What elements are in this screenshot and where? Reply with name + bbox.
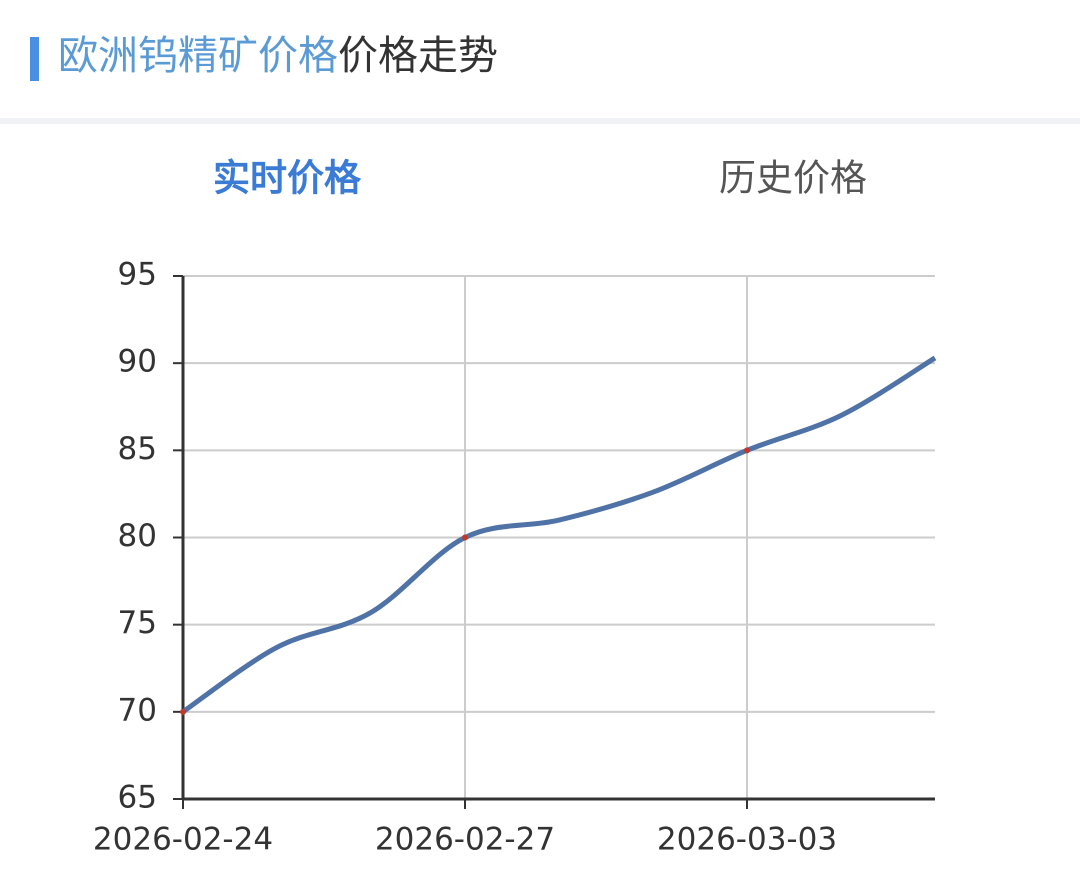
- price-line: [181, 355, 937, 714]
- point-marker: [744, 447, 750, 454]
- y-tick-label: 75: [118, 605, 157, 641]
- y-tick-label: 65: [118, 780, 157, 816]
- y-tick-label: 95: [118, 257, 157, 293]
- tab-active[interactable]: 实时价格: [213, 157, 362, 200]
- header-bg: [0, 0, 1080, 118]
- header-title: 欧洲钨精矿价格价格走势: [58, 33, 498, 79]
- tab[interactable]: 历史价格: [719, 157, 867, 200]
- title-rest: 价格走势: [338, 33, 498, 79]
- title-highlight: 欧洲钨精矿价格: [58, 33, 338, 79]
- x-tick-label: 2026-03-03: [657, 822, 837, 858]
- x-tick-label: 2026-02-27: [375, 822, 555, 858]
- y-tick-label: 85: [118, 431, 157, 467]
- y-tick-label: 70: [118, 692, 157, 728]
- y-tick-label: 90: [118, 344, 157, 380]
- point-marker: [462, 534, 468, 541]
- point-marker: [180, 708, 186, 715]
- title-accent: [30, 37, 39, 81]
- chart: 65 70 75 80 85 90 95 2026-02-24 2026-02-27 2026-0…: [93, 257, 937, 858]
- x-tick-label: 2026-02-24: [93, 822, 273, 858]
- y-tick-label: 80: [118, 518, 157, 554]
- divider: [0, 118, 1080, 124]
